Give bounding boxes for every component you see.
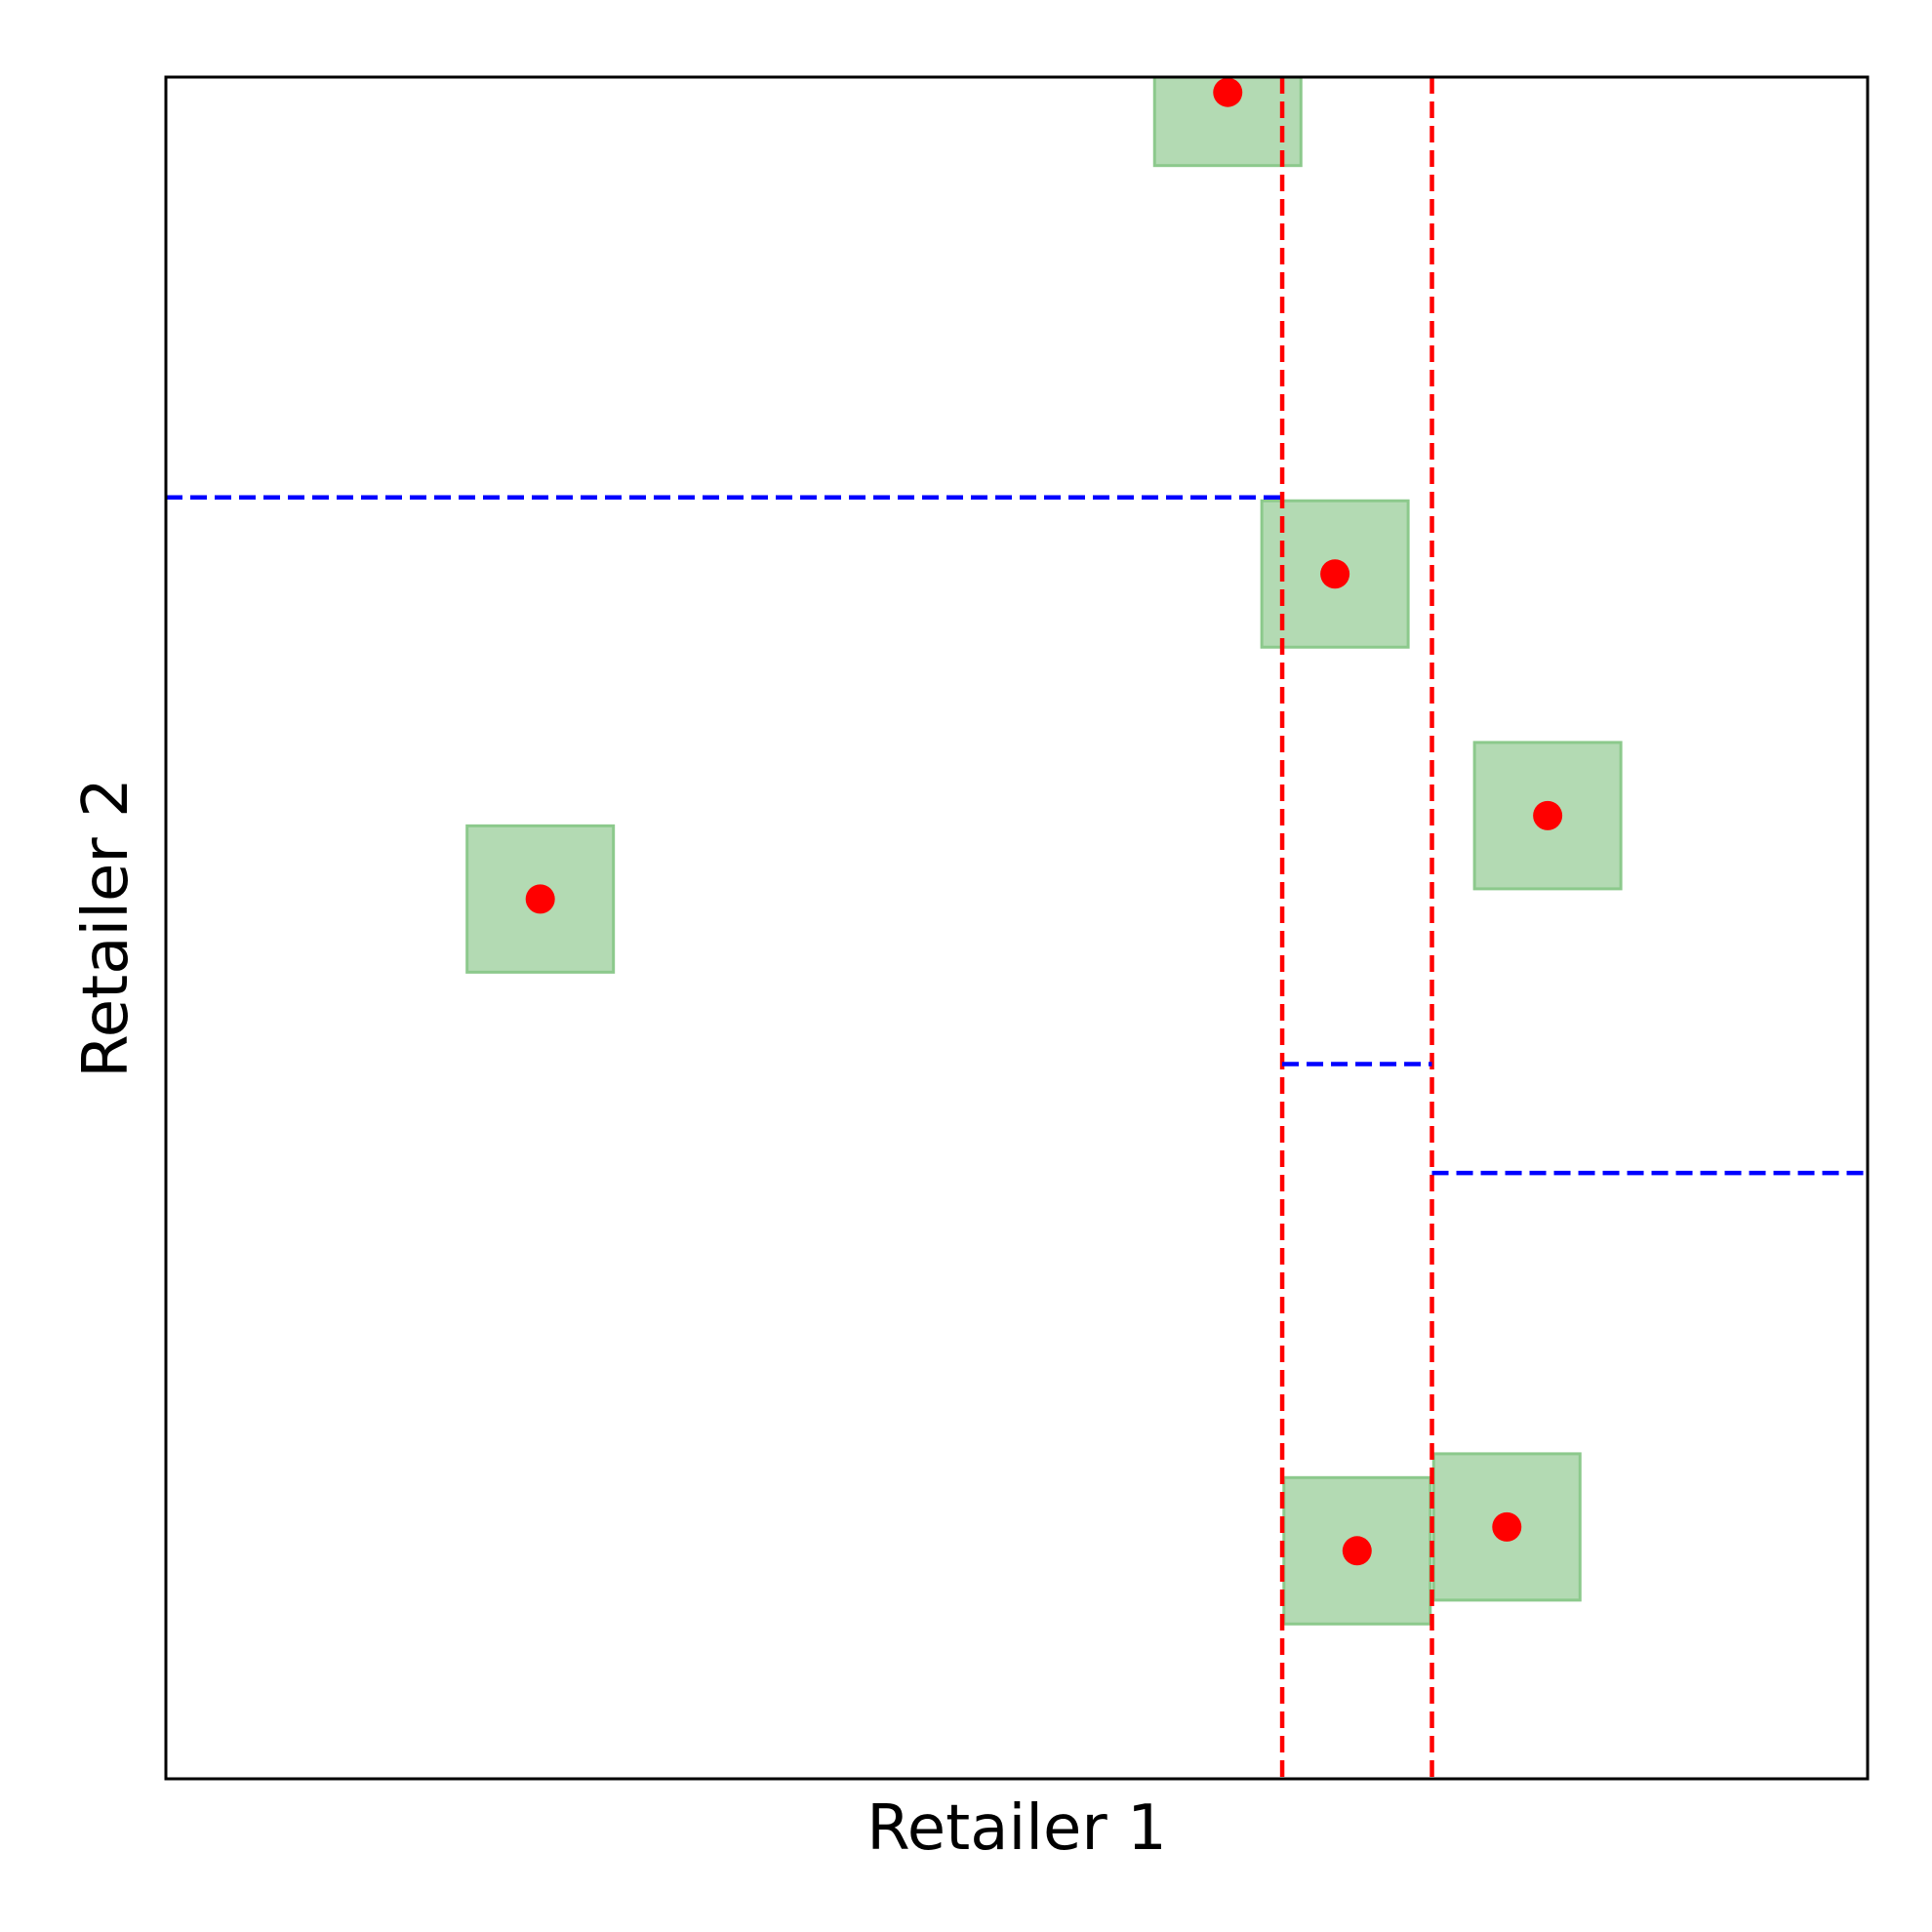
horizontal-threshold-lines — [166, 495, 1868, 1176]
plot-frame — [164, 75, 1870, 1781]
data-point-3 — [1533, 800, 1563, 830]
uncertainty-square-4 — [465, 824, 616, 974]
data-point-1 — [1213, 77, 1243, 107]
data-point-4 — [525, 884, 555, 914]
data-point-5 — [1342, 1536, 1372, 1566]
data-point-6 — [1492, 1511, 1522, 1542]
data-point-2 — [1320, 559, 1350, 589]
x-axis-label: Retailer 1 — [866, 1792, 1167, 1865]
vertical-threshold-lines — [1279, 77, 1434, 1779]
y-axis-label: Retailer 2 — [70, 778, 142, 1078]
data-points — [525, 77, 1563, 1566]
